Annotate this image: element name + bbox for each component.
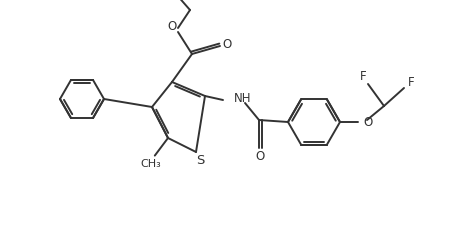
Text: F: F — [408, 77, 414, 89]
Text: O: O — [363, 116, 372, 128]
Text: O: O — [167, 21, 177, 33]
Text: F: F — [360, 70, 366, 84]
Text: NH: NH — [234, 91, 251, 105]
Text: CH₃: CH₃ — [141, 159, 161, 169]
Text: O: O — [256, 150, 265, 162]
Text: S: S — [196, 154, 204, 167]
Text: O: O — [223, 39, 232, 51]
